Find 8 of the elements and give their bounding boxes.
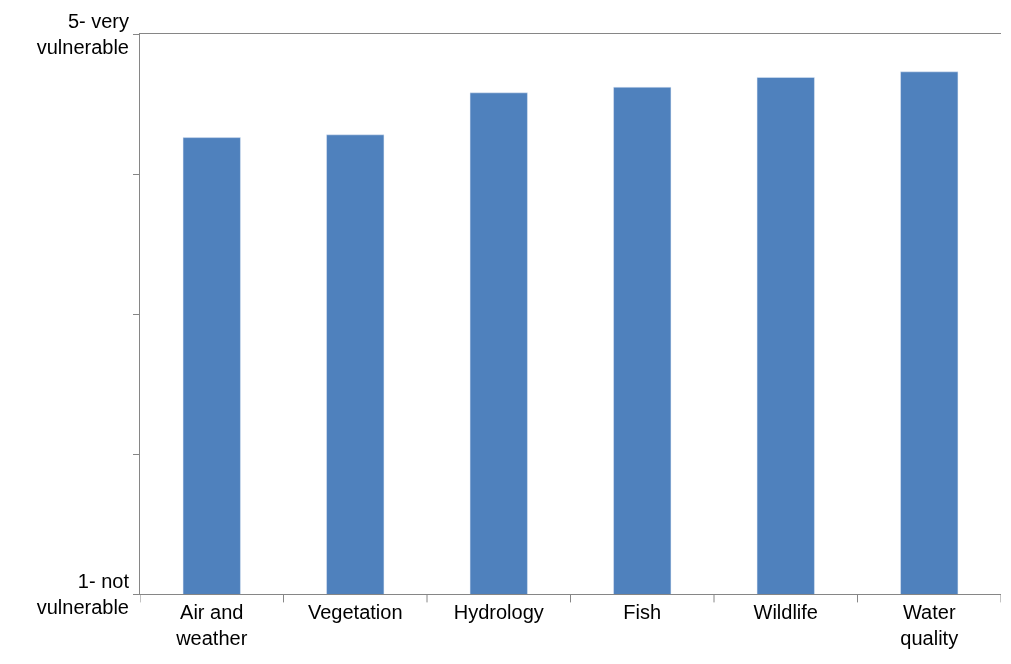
y-tick-label: 5- very vulnerable — [36, 10, 129, 58]
x-tick-label: Vegetation — [307, 601, 403, 623]
x-tick-label: Wildlife — [753, 601, 818, 623]
y-tick-label: 1- not vulnerable — [36, 570, 130, 618]
x-tick-label: Water quality — [900, 601, 959, 649]
x-tick-label: Hydrology — [453, 601, 544, 623]
x-tick-label: Fish — [623, 601, 662, 623]
x-tick-label: Air and weather — [175, 601, 248, 649]
